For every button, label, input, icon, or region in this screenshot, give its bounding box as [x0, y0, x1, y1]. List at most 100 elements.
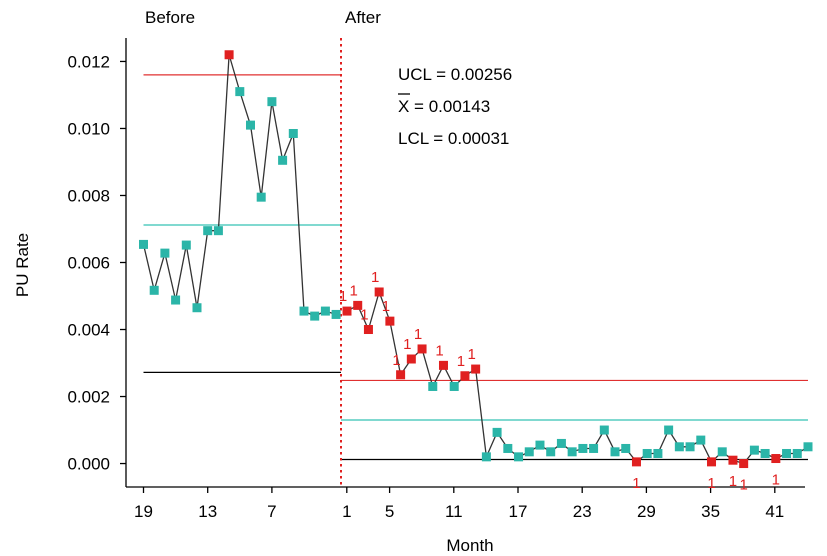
rule-flag-label: 1 — [360, 307, 368, 324]
data-point — [610, 447, 620, 457]
x-tick-label: 7 — [267, 502, 276, 521]
data-point — [160, 248, 170, 258]
data-point — [213, 226, 223, 236]
data-point — [428, 381, 438, 391]
data-point — [310, 311, 320, 321]
data-point — [578, 443, 588, 453]
y-axis-ticks: 0.000 0.002 0.004 0.006 0.008 0.010 0.012 — [67, 52, 126, 474]
data-point — [139, 239, 148, 249]
mean-annotation: X = 0.00143 — [398, 97, 490, 116]
data-point — [546, 447, 556, 457]
data-point-flagged — [438, 360, 448, 370]
data-point — [803, 442, 813, 452]
data-point — [589, 443, 599, 453]
x-tick-label: 35 — [701, 502, 720, 521]
data-point — [449, 381, 459, 391]
x-tick-label: 41 — [765, 502, 784, 521]
data-point — [524, 447, 534, 457]
rule-flag-label: 1 — [350, 282, 358, 299]
rule-flag-label: 1 — [772, 472, 780, 489]
data-point-flagged — [396, 370, 406, 380]
x-tick-label: 17 — [509, 502, 528, 521]
data-points — [139, 50, 813, 469]
data-point-flagged — [460, 371, 470, 381]
x-tick-label: 11 — [445, 502, 463, 521]
data-point-flagged — [471, 364, 481, 374]
x-tick-label: 1 — [342, 502, 351, 521]
y-tick-label: 0.010 — [67, 119, 110, 138]
rule-flag-label: 1 — [339, 288, 347, 305]
lcl-annotation: LCL = 0.00031 — [398, 129, 509, 148]
data-point — [481, 452, 491, 462]
y-tick-label: 0.006 — [67, 254, 110, 273]
rule-flag-label: 1 — [729, 473, 737, 490]
data-point — [653, 448, 663, 458]
data-point-flagged — [771, 454, 781, 464]
rule-flag-label: 1 — [414, 326, 422, 343]
y-tick-label: 0.008 — [67, 186, 110, 205]
series-lines — [142, 54, 809, 465]
data-point — [782, 448, 792, 458]
x-tick-label: 29 — [637, 502, 656, 521]
x-tick-label: 23 — [573, 502, 592, 521]
data-point-flagged — [353, 300, 363, 310]
ucl-annotation: UCL = 0.00256 — [398, 65, 512, 84]
x-tick-label: 13 — [198, 502, 217, 521]
x-axis-ticks: 19 13 7 1 5 11 17 23 29 35 41 — [134, 487, 784, 521]
data-point — [299, 306, 309, 316]
phase-label-before: Before — [145, 8, 195, 27]
data-point-flagged — [417, 344, 427, 354]
y-tick-label: 0.004 — [67, 321, 110, 340]
x-tick-label: 19 — [134, 502, 153, 521]
data-point — [792, 448, 802, 458]
rule-flag-label: 1 — [467, 346, 475, 363]
rule-flag-label: 1 — [371, 269, 379, 286]
data-point-flagged — [739, 459, 749, 469]
data-point-flagged — [707, 457, 717, 467]
x-tick-label: 5 — [385, 502, 394, 521]
data-point — [674, 442, 684, 452]
data-point-flagged — [363, 325, 373, 335]
data-point — [621, 443, 631, 453]
data-point — [203, 226, 213, 236]
series-line-after — [346, 289, 809, 465]
data-point — [599, 425, 609, 435]
data-point — [567, 447, 577, 457]
data-point — [171, 295, 181, 305]
data-point — [331, 309, 341, 319]
data-point — [685, 442, 695, 452]
y-tick-label: 0.002 — [67, 388, 110, 407]
data-point-flagged — [406, 354, 416, 364]
y-tick-label: 0.000 — [67, 455, 110, 474]
data-point — [320, 306, 330, 316]
data-point-flagged — [385, 316, 395, 326]
rule-flag-label: 1 — [632, 475, 640, 492]
data-point — [717, 447, 727, 457]
data-point-flagged — [342, 306, 352, 316]
data-point — [535, 440, 545, 450]
y-axis-title: PU Rate — [13, 233, 32, 297]
data-point — [246, 120, 255, 130]
data-point — [235, 87, 245, 97]
rule-flag-label: 1 — [740, 477, 748, 494]
data-point — [556, 438, 566, 448]
data-point — [503, 443, 513, 453]
data-point — [149, 285, 159, 295]
data-point — [664, 425, 674, 435]
rule-flag-label: 1 — [435, 342, 443, 359]
data-point-flagged — [374, 287, 384, 297]
rule-flag-label: 1 — [382, 298, 390, 315]
phase-label-after: After — [345, 8, 381, 27]
y-tick-label: 0.012 — [67, 52, 110, 71]
rule-flag-label: 1 — [707, 475, 715, 492]
rule-flag-label: 1 — [457, 353, 465, 370]
x-axis-title: Month — [446, 536, 493, 555]
data-point — [760, 448, 770, 458]
data-point — [749, 445, 759, 455]
data-point — [256, 192, 266, 202]
data-point-flagged — [224, 50, 234, 60]
data-point-flagged — [631, 457, 641, 467]
data-point — [181, 240, 191, 250]
